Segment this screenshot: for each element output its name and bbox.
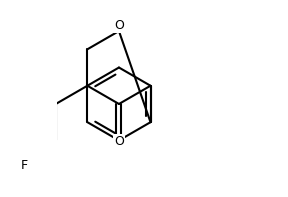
Text: O: O xyxy=(114,19,124,32)
Text: F: F xyxy=(21,159,28,172)
Text: O: O xyxy=(114,135,124,148)
